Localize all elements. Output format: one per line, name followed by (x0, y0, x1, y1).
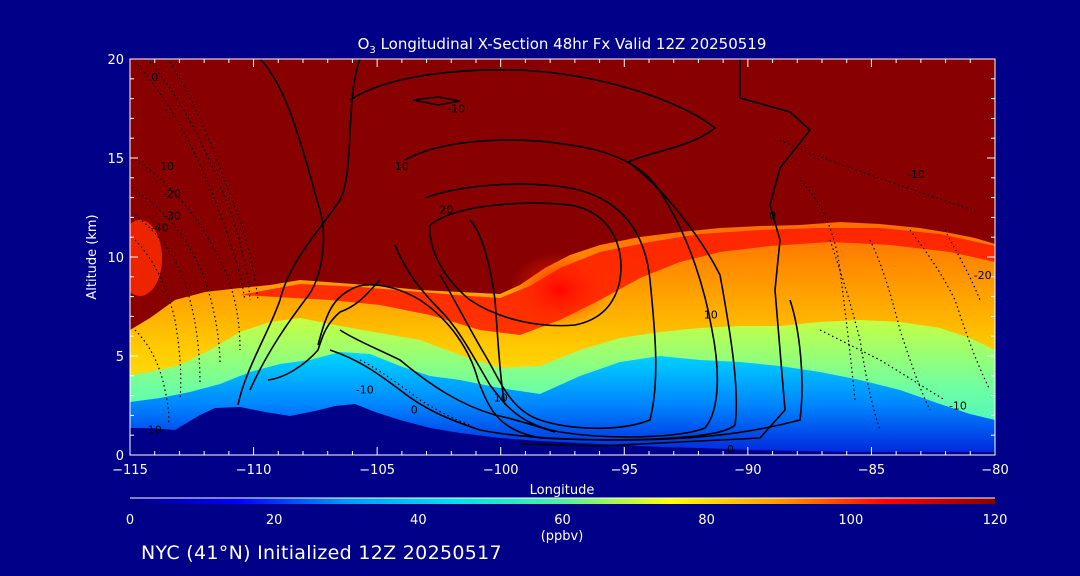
y-axis-label: Altitude (km) (85, 214, 100, 299)
contours-positive (237, 59, 812, 447)
field-red-core (510, 252, 610, 328)
colorbar (130, 498, 995, 504)
x-tick-label: −110 (236, 463, 272, 478)
colorbar-tick-label: 100 (838, 513, 863, 528)
axes: −115 −110 −105 −100 −95 −90 −85 −80 0 5 10 15 20 (107, 53, 1008, 478)
contour-label: 10 (148, 423, 162, 436)
chart-title: O3 Longitudinal X-Section 48hr Fx Valid … (358, 35, 767, 56)
contour-label: 10 (494, 392, 508, 405)
colorbar-tick-label: 40 (410, 513, 427, 528)
y-tick-label: 5 (116, 350, 124, 365)
x-tick-label: −105 (359, 463, 395, 478)
x-tick-label: −80 (981, 463, 1008, 478)
colorbar-tick-label: 0 (126, 513, 134, 528)
colorbar-ticks: 0 20 40 60 80 100 120 (126, 497, 1008, 528)
contour-label: -10 (356, 384, 374, 397)
colorbar-tick-label: 120 (983, 513, 1008, 528)
x-tick-label: −100 (483, 463, 519, 478)
contour-label: -10 (949, 400, 967, 413)
contour-label: -20 (974, 269, 992, 282)
contour-label: 10 (395, 160, 409, 173)
x-tick-label: −115 (112, 463, 148, 478)
y-tick-label: 10 (107, 251, 124, 266)
contour-label: 0 (411, 403, 418, 416)
contour-closed-top (412, 96, 461, 106)
x-axis-label: Longitude (530, 483, 595, 498)
contour-label: -10 (447, 103, 465, 116)
x-tick-label: −85 (858, 463, 885, 478)
y-tick-label: 0 (116, 449, 124, 464)
terrain (130, 404, 995, 455)
ozone-field (130, 59, 995, 455)
contour-label: -40 (151, 221, 169, 234)
contour-label: 0 (151, 71, 158, 84)
contour-label: -30 (163, 209, 181, 222)
contour-label: 0 (769, 209, 776, 222)
contours-negative (134, 61, 991, 431)
y-tick-label: 20 (107, 53, 124, 68)
footer-initialization: NYC (41°N) Initialized 12Z 20250517 (141, 542, 502, 564)
contour-label: 0 (727, 443, 734, 456)
contour-label: -10 (907, 168, 925, 181)
y-tick-label: 15 (107, 152, 124, 167)
contour-label: 20 (439, 203, 453, 216)
colorbar-tick-label: 60 (554, 513, 571, 528)
contour-label: 10 (160, 160, 174, 173)
colorbar-tick-label: 20 (266, 513, 283, 528)
field-red-edge (130, 220, 162, 296)
contour-labels: 0 -10 10 10 -20 -30-40 20 -10 0 10 -20 -10 0 10 0 -10 10 (148, 71, 992, 456)
x-tick-label: −95 (611, 463, 638, 478)
x-tick-label: −90 (734, 463, 761, 478)
colorbar-tick-label: 80 (698, 513, 715, 528)
colorbar-unit: (ppbv) (541, 529, 584, 544)
contour-label: 10 (704, 308, 718, 321)
field-red-zone (240, 228, 995, 335)
contour-label: -20 (163, 188, 181, 201)
